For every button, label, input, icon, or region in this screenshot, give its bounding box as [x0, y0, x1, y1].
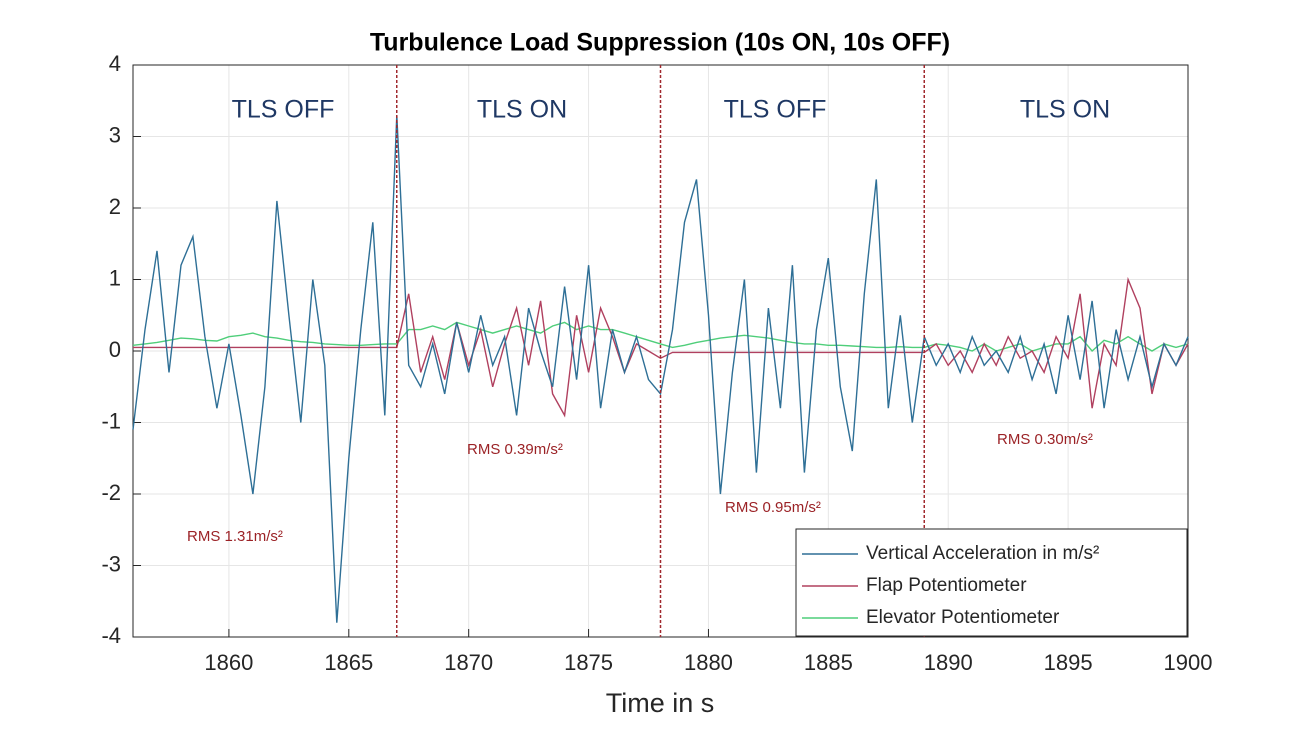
rms-label: RMS 0.95m/s² [725, 499, 821, 516]
y-tick-label: 0 [109, 337, 121, 362]
phase-label: TLS ON [1020, 96, 1110, 124]
y-tick-label: 1 [109, 265, 121, 290]
x-tick-label: 1885 [804, 650, 853, 675]
legend-label: Vertical Acceleration in m/s² [866, 543, 1099, 564]
y-tick-label: -2 [101, 480, 121, 505]
series-line [133, 276, 1189, 418]
y-tick-label: -4 [101, 623, 121, 648]
x-tick-label: 1860 [204, 650, 253, 675]
x-axis-label: Time in s [606, 688, 715, 718]
rms-label: RMS 1.31m/s² [187, 528, 283, 545]
chart-title: Turbulence Load Suppression (10s ON, 10s… [370, 29, 950, 57]
x-tick-label: 1895 [1044, 650, 1093, 675]
x-tick-label: 1880 [684, 650, 733, 675]
phase-label: TLS OFF [724, 96, 827, 124]
series-line [132, 115, 1189, 623]
y-tick-label: 3 [109, 122, 121, 147]
legend-label: Flap Potentiometer [866, 575, 1027, 596]
legend-label: Elevator Potentiometer [866, 607, 1060, 628]
rms-label: RMS 0.39m/s² [467, 441, 563, 458]
phase-label: TLS ON [477, 96, 567, 124]
x-tick-label: 1890 [924, 650, 973, 675]
x-tick-label: 1875 [564, 650, 613, 675]
legend-box [795, 528, 1188, 637]
x-tick-label: 1900 [1164, 650, 1213, 675]
rms-label: RMS 0.30m/s² [997, 431, 1093, 448]
y-tick-label: 2 [109, 194, 121, 219]
phase-label: TLS OFF [232, 96, 335, 124]
y-tick-label: -3 [101, 551, 121, 576]
series-line [132, 321, 1189, 353]
y-tick-label: -1 [101, 408, 121, 433]
x-tick-label: 1865 [324, 650, 373, 675]
y-tick-label: 4 [109, 51, 121, 76]
x-tick-label: 1870 [444, 650, 493, 675]
